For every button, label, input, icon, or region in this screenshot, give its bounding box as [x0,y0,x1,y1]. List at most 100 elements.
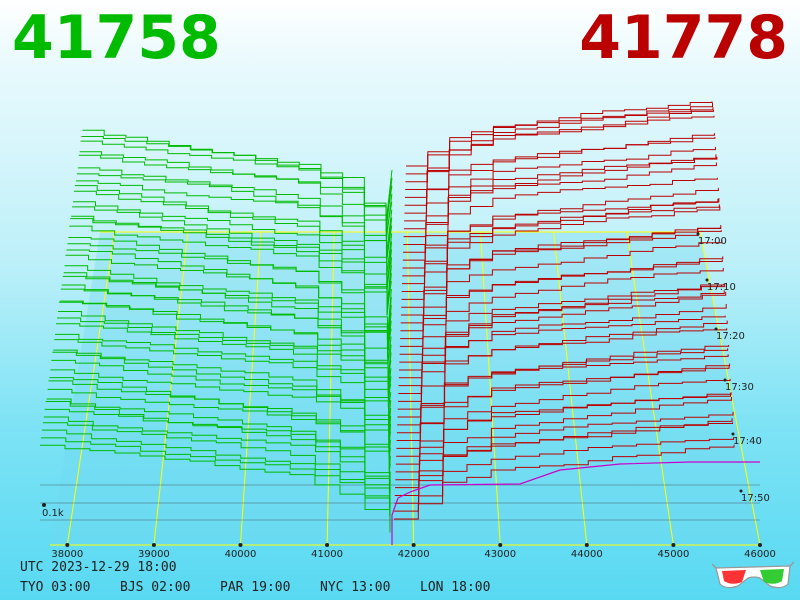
grid-line-x [326,231,335,546]
bid-depth-line [58,301,392,397]
time-tick-marker [696,232,700,236]
time-tick-label: 17:30 [725,382,754,393]
utc-time: UTC 2023-12-29 18:00 [20,560,177,575]
zone-tokyo: TYO 03:00 [20,580,91,595]
ask-depth-line [398,304,727,394]
x-tick-marker [238,543,243,547]
bid-depth-line [60,288,392,393]
time-tick-marker [705,278,709,282]
x-tick-marker [151,543,156,547]
bid-depth-line [62,275,392,365]
bid-depth-line [76,173,393,264]
ask-depth-line [395,392,732,465]
ask-depth-line [395,397,733,481]
bid-depth-line [45,400,391,508]
3d-glasses-icon[interactable] [712,560,794,592]
ask-depth-line [394,411,734,504]
time-tick-label: 17:50 [741,493,770,504]
bid-depth-line [67,243,392,348]
bid-depth-line [40,444,391,533]
bid-depth-line [66,249,392,359]
time-tick-label: 17:00 [698,236,727,247]
bid-depth-line [47,388,391,472]
chart-floor [50,232,760,545]
bid-depth-line [57,317,392,394]
bid-depth-line [63,272,392,350]
time-tick-marker [731,432,735,436]
bid-depth-line [51,359,392,443]
bid-depth-line [71,215,392,308]
bid-depth-line [46,398,391,494]
latest-series-group [391,461,760,545]
bid-depth-line [79,151,393,242]
x-tick-label: 38000 [51,549,83,560]
x-tick-marker [325,543,330,547]
ask-depth-line [400,239,723,324]
bid-depth-line [54,339,392,433]
x-tick-label: 45000 [658,549,690,560]
time-tick-label: 17:20 [716,331,745,342]
ask-depth-line [398,328,728,402]
ask-depth-line [402,198,719,261]
grid-line-x [699,231,761,546]
time-tick-marker [723,378,727,382]
ask-depth-line [403,156,718,245]
ask-depth-line [399,283,726,371]
ask-depth-line [399,268,724,347]
ask-depth-line [397,354,729,426]
x-tick-label: 41000 [311,549,343,560]
zone-newyork: NYC 13:00 [320,580,391,595]
bid-depth-line [70,218,392,315]
ask-series-group [394,101,735,520]
bid-price: 41758 [12,3,221,73]
grid-line-x [239,231,262,546]
ask-depth-line [403,162,717,238]
bid-depth-line [55,333,392,425]
ask-depth-line [396,345,730,434]
ask-depth-line [405,107,714,183]
x-tick-label: 40000 [225,549,257,560]
bid-depth-line [52,351,392,455]
x-tick-marker [758,543,762,547]
x-tick-label: 44000 [571,549,603,560]
bid-depth-line [75,180,393,260]
ask-depth-line [400,259,723,332]
ask-depth-line [394,437,735,512]
bid-depth-line [49,377,391,460]
grid-line-x [626,231,674,546]
bid-depth-line [69,225,392,310]
x-tick-label: 42000 [398,549,430,560]
ask-depth-line [404,133,715,206]
ask-depth-line [399,283,725,355]
ask-depth-line [396,365,730,442]
bid-depth-line [74,190,393,290]
bid-depth-line [53,349,392,447]
bid-depth-line [41,429,391,515]
ask-depth-line [399,290,725,363]
grid-line-x [479,231,501,546]
bid-depth-line [56,323,392,410]
x-tick-marker [584,543,589,547]
depth-tick-label: 0.1k [42,508,64,519]
time-tick-label: 17:40 [733,436,762,447]
bid-series-group [40,129,393,533]
x-tick-marker [498,543,503,547]
depth-tick-marker [42,503,46,507]
bid-depth-line [43,416,391,496]
bid-depth-line [73,201,393,292]
x-tick-label: 39000 [138,549,170,560]
ask-depth-line [396,379,731,457]
grid-line-x [66,231,116,546]
latest-depth-line [391,461,760,545]
bid-depth-line [82,129,393,224]
x-tick-marker [411,543,416,547]
tick-labels-group: 38000 39000 40000 41000 42000 43000 44000 45000… [42,232,776,560]
bid-depth-line [64,265,392,356]
ask-price: 41778 [579,3,788,73]
ask-depth-line [403,154,717,230]
x-tick-marker [65,543,70,547]
x-tick-label: 43000 [484,549,516,560]
bid-depth-line [77,167,393,256]
ask-depth-line [401,206,721,293]
